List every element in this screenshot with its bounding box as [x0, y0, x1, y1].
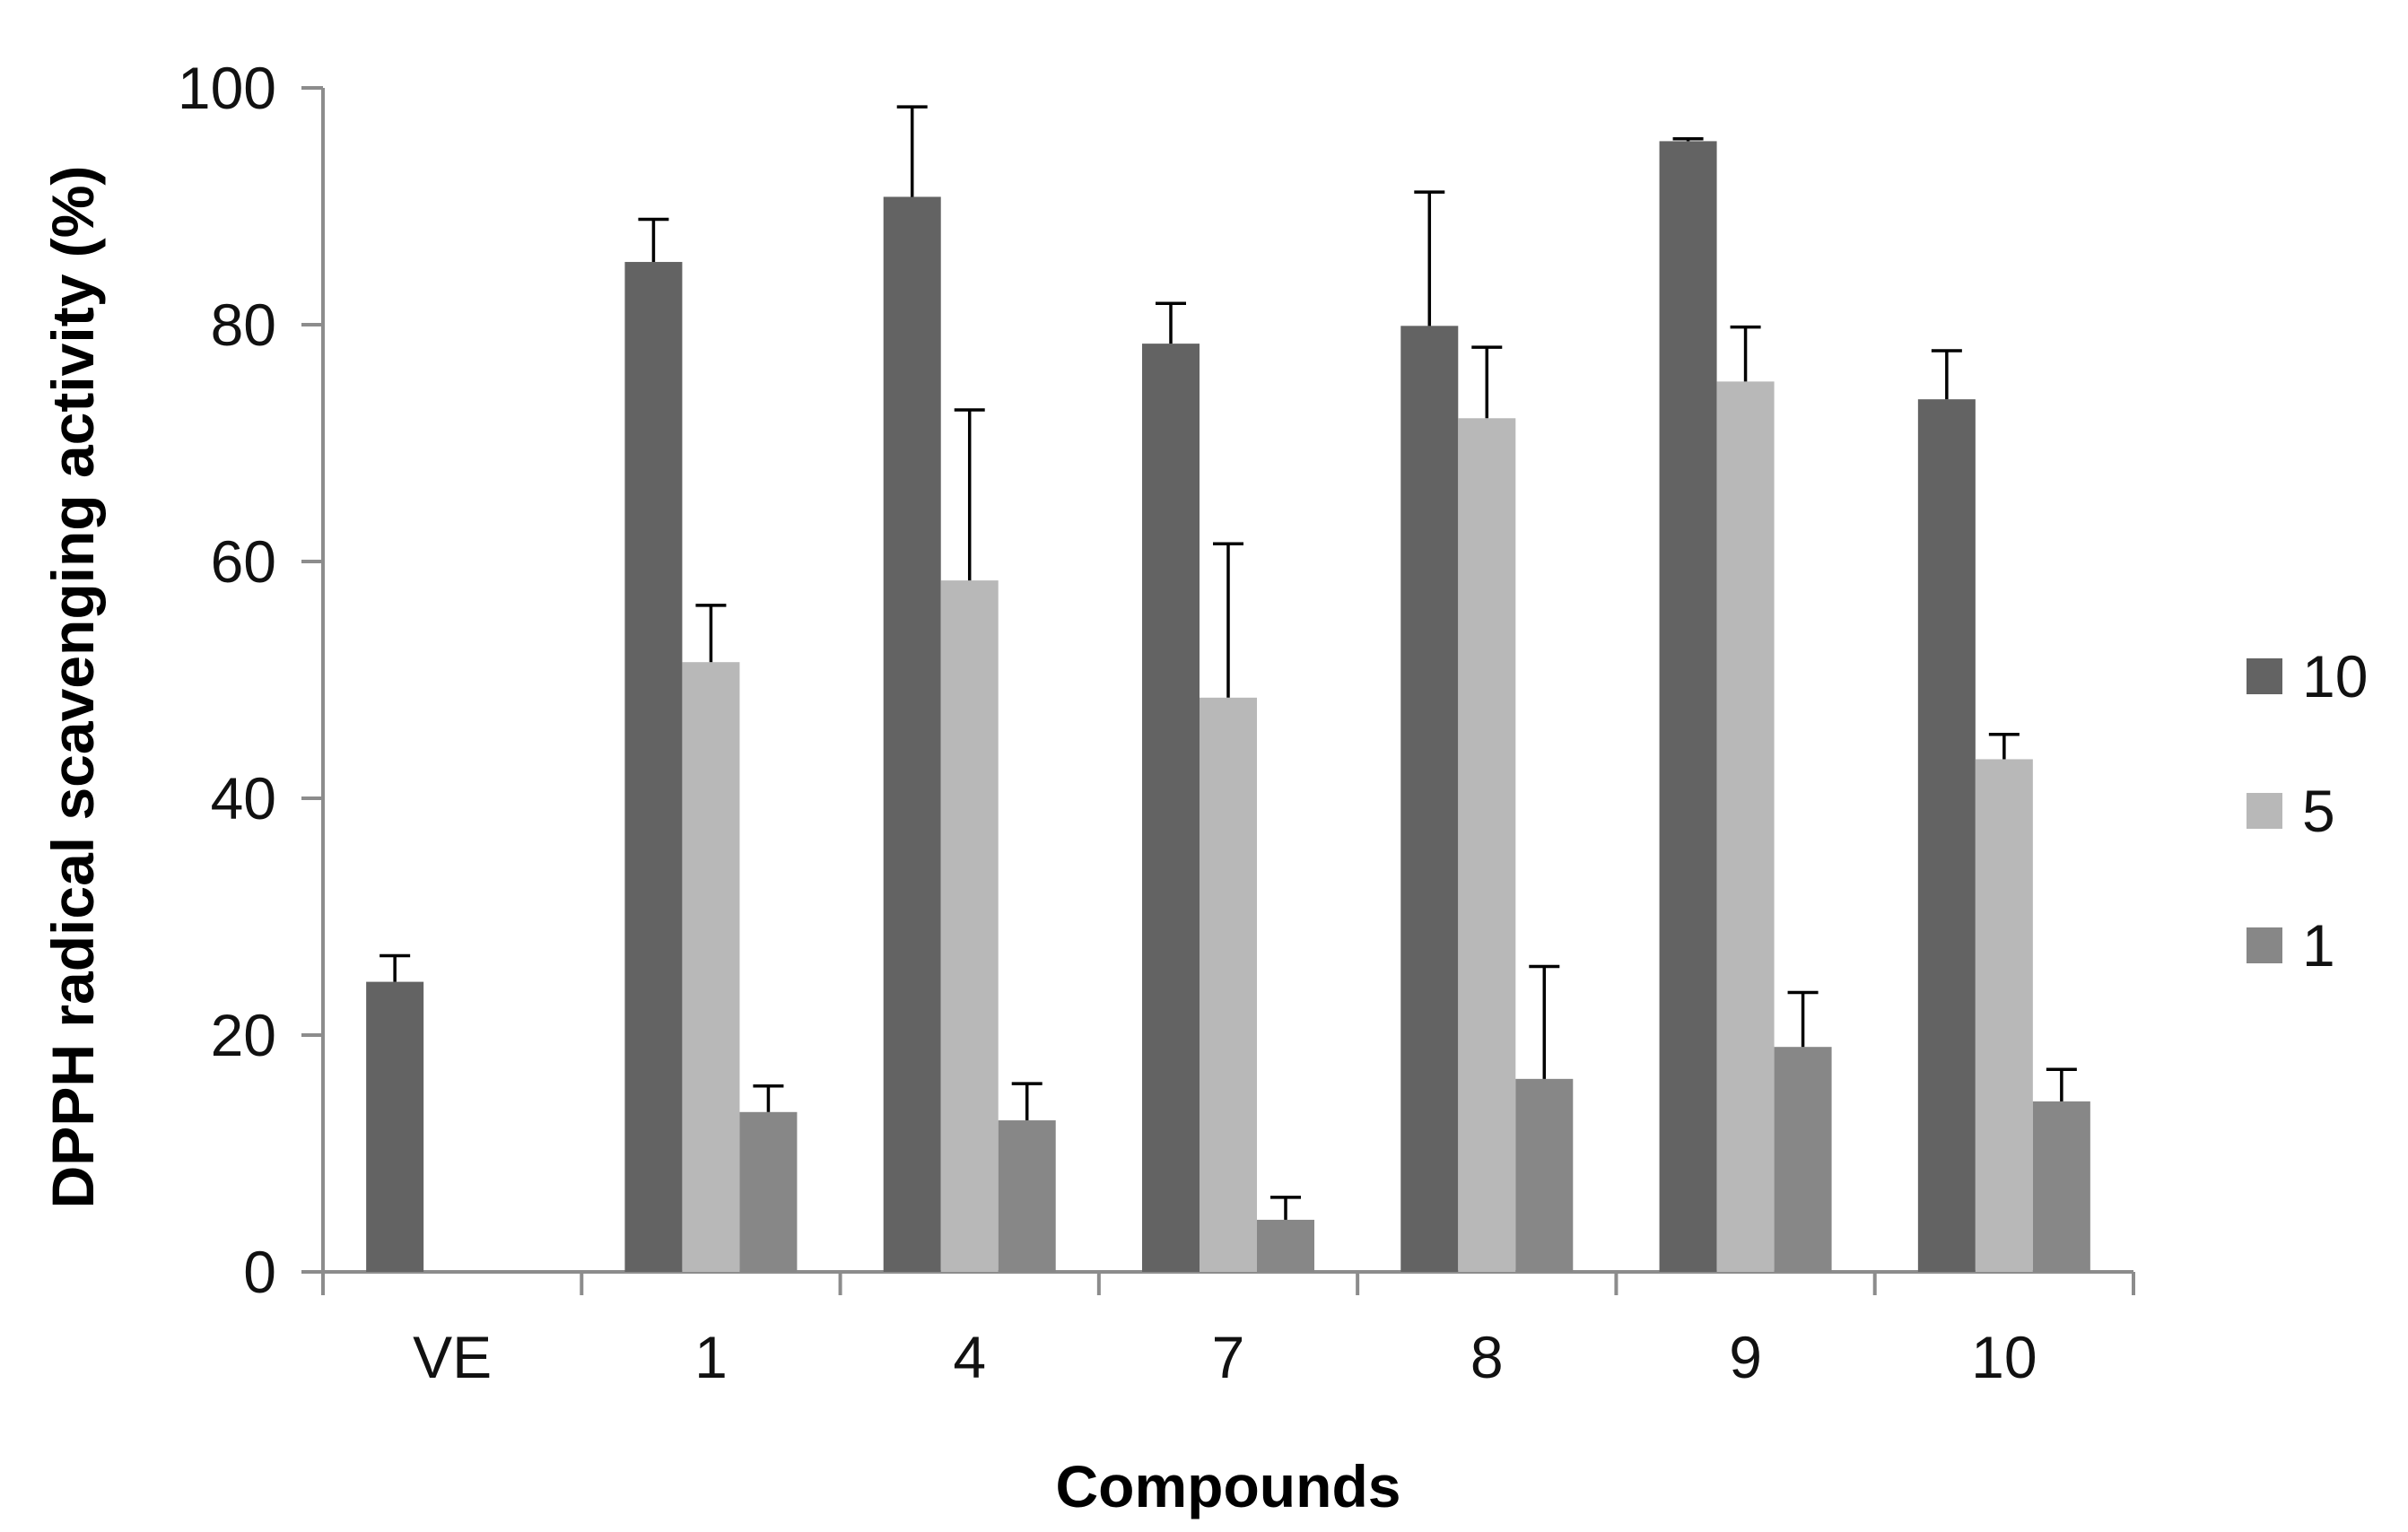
- x-tick-label: 10: [1971, 1324, 2037, 1390]
- bar: [624, 262, 683, 1272]
- y-tick-label: 100: [178, 55, 276, 121]
- y-tick-label: 60: [211, 528, 276, 595]
- y-tick-label: 80: [211, 292, 276, 358]
- legend-swatch: [2247, 927, 2282, 963]
- bar: [1774, 1047, 1832, 1272]
- x-axis-title: Compounds: [1056, 1453, 1401, 1519]
- bar: [1458, 418, 1516, 1272]
- x-tick-label: 4: [953, 1324, 986, 1390]
- bar: [1917, 399, 1976, 1272]
- bar: [1142, 344, 1200, 1272]
- tick-labels-group: 0 20 40 60 80 100 VE 1 4 7 8 9 10: [178, 55, 2037, 1390]
- bar: [2032, 1101, 2090, 1272]
- x-tick-label: 1: [694, 1324, 728, 1390]
- x-tick-label: 9: [1729, 1324, 1762, 1390]
- bar: [998, 1120, 1056, 1272]
- legend-label: 10: [2302, 643, 2368, 709]
- error-bars-group: [380, 105, 2077, 1220]
- bar: [1515, 1078, 1574, 1272]
- bar: [1400, 326, 1459, 1272]
- bar: [1659, 141, 1717, 1272]
- bar: [1975, 759, 2033, 1272]
- y-tick-label: 0: [243, 1239, 276, 1305]
- bar: [1716, 381, 1775, 1272]
- bar: [739, 1111, 798, 1272]
- bar: [940, 580, 999, 1272]
- y-tick-label: 40: [211, 765, 276, 831]
- legend-swatch: [2247, 793, 2282, 829]
- legend: 10 5 1: [2247, 643, 2368, 979]
- bar: [366, 981, 424, 1272]
- legend-swatch: [2247, 658, 2282, 694]
- x-tick-label: VE: [413, 1324, 492, 1390]
- y-tick-label: 20: [211, 1002, 276, 1068]
- bar: [1200, 697, 1257, 1272]
- y-axis-title: DPPH radical scavenging activity (%): [39, 166, 106, 1209]
- bar: [682, 662, 740, 1272]
- legend-label: 1: [2302, 912, 2335, 979]
- legend-label: 5: [2302, 778, 2335, 844]
- bars-group: [366, 141, 2090, 1273]
- bar: [1257, 1219, 1314, 1272]
- x-tick-label: 7: [1212, 1324, 1245, 1390]
- bar: [883, 196, 941, 1273]
- x-tick-label: 8: [1470, 1324, 1504, 1390]
